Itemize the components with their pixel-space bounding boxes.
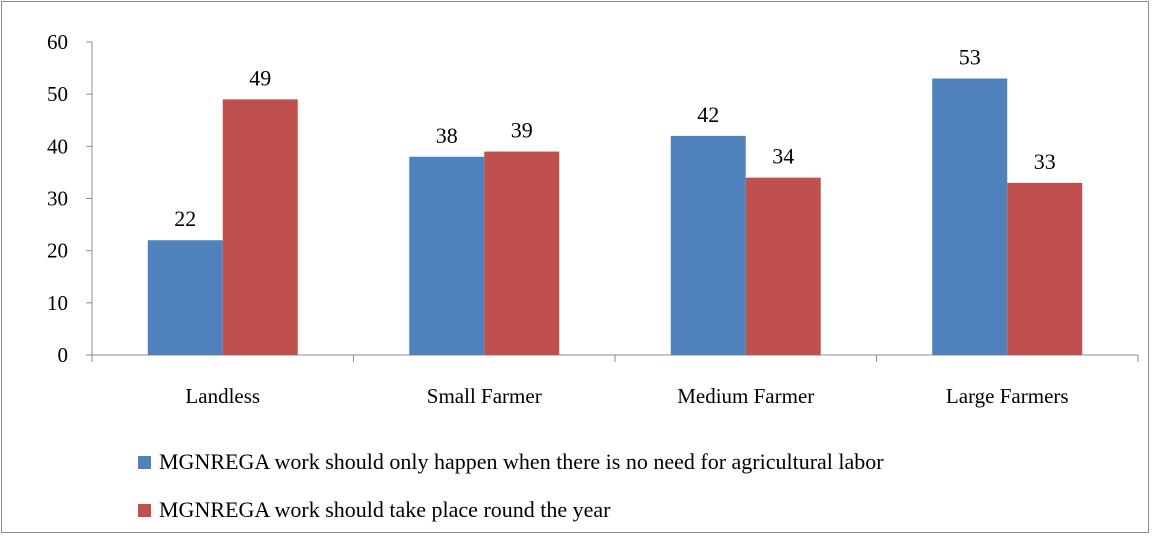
bar-series-1 [409,156,485,355]
data-label-series-2: 34 [772,144,794,169]
data-label-series-1: 53 [959,45,981,70]
x-category-label: Large Farmers [946,384,1069,408]
data-label-series-1: 22 [174,206,196,231]
legend-label-series-2: MGNREGA work should take place round the… [159,497,611,522]
bar-chart: 0 10 20 30 40 50 60 Landless Small Farmer Medium … [47,30,1139,408]
data-label-series-1: 38 [436,123,458,148]
x-category-label: Medium Farmer [677,384,814,408]
y-tick-label: 40 [47,134,68,158]
legend-swatch-series-2 [138,503,151,517]
data-label-series-1: 42 [697,102,719,127]
chart-bars [147,78,1083,356]
legend-label-series-1: MGNREGA work should only happen when the… [159,449,884,474]
bar-series-2 [484,151,560,355]
y-tick-label: 60 [47,30,68,54]
y-tick-label: 0 [58,343,69,367]
bar-series-1 [670,135,746,355]
x-category-label: Small Farmer [427,384,542,408]
data-label-series-2: 49 [249,65,271,90]
bar-series-1 [932,78,1008,356]
legend-entry-series-2: MGNREGA work should take place round the… [138,486,884,534]
y-tick-label: 50 [47,82,68,106]
bar-series-2 [1007,182,1083,355]
bar-series-2 [222,99,298,355]
legend-swatch-series-1 [138,455,151,469]
chart-data-labels: 22 49 38 39 42 34 53 33 [174,45,1056,232]
y-tick-label: 10 [47,291,68,315]
legend-entry-series-1: MGNREGA work should only happen when the… [138,438,884,486]
bar-series-2 [745,177,821,355]
chart-axes: 0 10 20 30 40 50 60 Landless Small Farmer Medium … [47,30,1139,408]
data-label-series-2: 39 [511,118,533,143]
y-tick-label: 20 [47,239,68,263]
legend: MGNREGA work should only happen when the… [138,438,884,534]
y-tick-label: 30 [47,187,68,211]
data-label-series-2: 33 [1034,149,1056,174]
bar-series-1 [147,240,223,355]
x-category-label: Landless [185,384,260,408]
